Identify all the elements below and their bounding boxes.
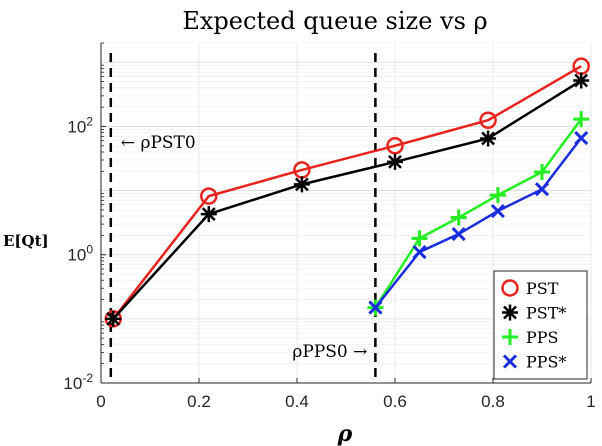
data-point [386,137,404,155]
data-point [387,153,403,170]
x-axis-label: ρ [337,421,353,446]
series-line [112,79,582,320]
data-point [490,203,505,219]
data-point [411,230,428,247]
legend-label: PST [526,279,559,298]
data-point [479,111,497,129]
data-point [451,226,466,242]
data-point [573,72,590,89]
chart-title: Expected queue size vs ρ [182,7,487,35]
data-point [573,111,590,128]
legend-marker [501,279,519,297]
threshold-label: ← ρPST0 [121,133,196,153]
data-point [412,245,427,260]
legend-marker [502,354,518,369]
y-axis-label: E[Qt] [3,232,49,250]
data-point [200,187,218,205]
threshold-label: ρPPS0 → [292,342,367,362]
x-tick-label: 0.8 [481,392,505,411]
series-line [374,137,583,309]
data-point [489,187,506,204]
legend-label: PPS [526,328,559,347]
plot-area: 0 0.2 0.4 0.6 0.8 1 10-2 100 102 ← ρPST0 ρPPS0 → PS… [63,42,596,411]
series-pps [367,111,590,316]
x-tick-label: 0.4 [285,392,309,411]
data-point [480,130,497,147]
series-line [374,118,583,309]
legend-marker [502,304,518,321]
legend-marker [502,329,518,345]
data-point [293,176,310,193]
x-tick-label: 0.2 [187,392,211,411]
x-tick-label: 0.6 [383,392,407,411]
data-point [368,300,383,315]
y-tick-label: 100 [67,243,93,265]
series-pst-star [105,72,590,327]
legend: PST PST* PPS PPS* [493,270,588,380]
y-tick-label: 10-2 [63,371,93,393]
legend-label: PPS* [526,353,567,372]
x-tick-label: 0 [96,392,105,411]
data-point [105,310,122,327]
x-tick-label: 1 [586,392,595,411]
data-point [200,206,217,223]
legend-label: PST* [526,304,566,323]
data-point [574,130,589,146]
series-line [112,65,582,320]
data-point [534,163,550,180]
data-point [450,209,467,226]
series-pps-star [368,130,589,315]
y-tick-label: 102 [67,114,93,136]
data-point [534,182,550,197]
